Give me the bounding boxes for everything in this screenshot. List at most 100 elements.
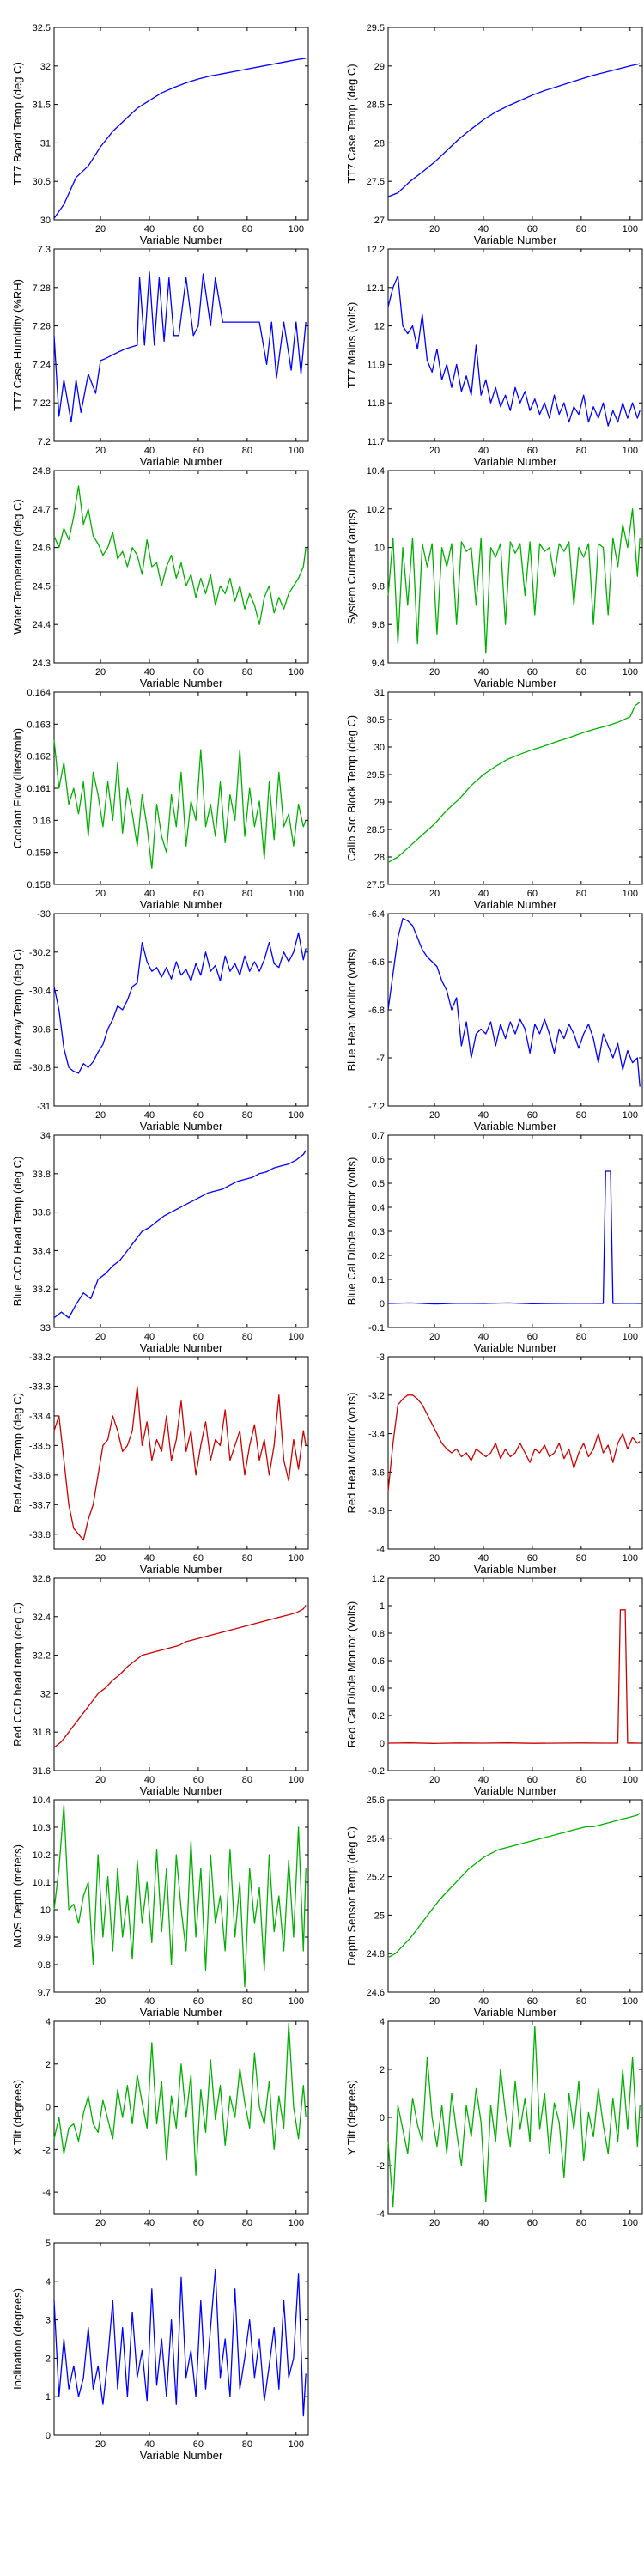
x-tick-label: 60: [193, 1110, 204, 1121]
y-tick-label: 28: [374, 138, 385, 149]
y-tick-label: -6.8: [368, 1005, 385, 1016]
y-tick-label: -30.2: [29, 948, 51, 958]
y-tick-label: -4: [42, 2188, 51, 2198]
chart-panel: 20 40 60 80 100 31.6 31.8 32 32.2 32.4 32.6 Variabl…: [11, 1574, 309, 1797]
chart-panel: 20 40 60 80 100 7.2 7.22 7.24 7.26 7.28 7.3 Variabl…: [11, 245, 309, 468]
series-line: [387, 1170, 641, 1305]
x-tick-label: 100: [289, 1775, 304, 1785]
x-tick-label: 60: [527, 667, 538, 677]
y-tick-label: -33.5: [29, 1441, 51, 1451]
y-axis-label: MOS Depth (meters): [11, 1844, 24, 1947]
x-tick-label: 60: [527, 224, 538, 234]
y-axis-label: Depth Sensor Temp (deg C): [345, 1826, 358, 1965]
x-tick-label: 100: [623, 1775, 638, 1785]
plot-frame: [387, 27, 643, 221]
series-line: [53, 58, 307, 219]
x-tick-label: 60: [193, 1553, 204, 1564]
x-tick-label: 20: [95, 446, 106, 456]
x-tick-label: 60: [193, 224, 204, 234]
x-tick-label: 100: [289, 1110, 304, 1121]
x-tick-label: 60: [527, 1332, 538, 1342]
series-line: [387, 1813, 641, 1959]
y-tick-label: 9.6: [372, 620, 385, 630]
y-tick-label: 32.6: [33, 1574, 51, 1584]
chart-panel: 20 40 60 80 100 -4 -3.8 -3.6 -3.4 -3.2 -3 Variable …: [345, 1352, 643, 1576]
y-tick-label: -30.4: [29, 987, 51, 997]
x-tick-label: 60: [527, 2218, 538, 2228]
y-axis-label: X Tilt (degrees): [11, 2080, 24, 2155]
y-tick-label: -3.8: [368, 1506, 385, 1516]
y-tick-label: 11.8: [367, 398, 385, 409]
x-axis-label: Variable Number: [140, 2449, 223, 2462]
y-tick-label: 10.3: [33, 1823, 51, 1833]
y-tick-label: 28.5: [367, 100, 385, 111]
x-tick-label: 40: [144, 889, 155, 899]
x-axis-label: Variable Number: [140, 1784, 223, 1797]
x-tick-label: 80: [576, 2218, 586, 2228]
x-tick-label: 40: [144, 1110, 155, 1121]
y-tick-label: 31.5: [33, 100, 51, 111]
y-tick-label: 10.4: [367, 466, 385, 477]
y-tick-label: -4: [376, 2209, 385, 2220]
y-tick-label: 30: [374, 743, 385, 753]
y-tick-label: 2: [46, 2354, 51, 2364]
x-axis-label: Variable Number: [140, 1563, 223, 1576]
x-tick-label: 20: [429, 2218, 440, 2228]
y-tick-label: -3: [376, 1352, 385, 1363]
plot-frame: [387, 248, 643, 442]
x-tick-label: 40: [478, 1996, 489, 2007]
y-tick-label: 2: [46, 2060, 51, 2070]
x-tick-label: 80: [242, 2218, 252, 2228]
y-tick-label: 4: [46, 2277, 51, 2287]
x-tick-label: 80: [576, 1332, 586, 1342]
x-tick-label: 80: [576, 889, 586, 899]
series-line: [53, 932, 307, 1074]
y-tick-label: 10: [40, 1905, 51, 1916]
y-tick-label: -30: [37, 909, 51, 920]
x-axis-label: Variable Number: [474, 898, 557, 911]
y-tick-label: 4: [46, 2017, 51, 2027]
y-tick-label: 30: [40, 216, 51, 226]
y-tick-label: 10.4: [33, 1795, 51, 1806]
x-tick-label: 80: [576, 667, 586, 677]
plot-frame: [53, 1134, 309, 1328]
x-tick-label: 40: [144, 1332, 155, 1342]
x-tick-label: 20: [95, 1110, 106, 1121]
y-tick-label: 0: [46, 2431, 51, 2441]
x-tick-label: 40: [478, 667, 489, 677]
plot-frame: [387, 1577, 643, 1771]
y-tick-label: 31.8: [33, 1728, 51, 1738]
x-tick-label: 100: [289, 2218, 304, 2228]
x-tick-label: 60: [527, 1775, 538, 1785]
x-tick-label: 80: [242, 1110, 252, 1121]
y-tick-label: 0.3: [372, 1227, 385, 1237]
x-tick-label: 20: [95, 2218, 106, 2228]
y-tick-label: -33.4: [29, 1412, 51, 1422]
y-tick-label: 31: [374, 688, 385, 698]
x-tick-label: 20: [95, 2439, 106, 2450]
x-tick-label: 40: [144, 446, 155, 456]
y-tick-label: 0.8: [372, 1629, 385, 1639]
y-tick-label: 0: [380, 1299, 385, 1309]
y-axis-label: Coolant Flow (liters/min): [11, 728, 24, 848]
x-tick-label: 40: [478, 1775, 489, 1785]
y-tick-label: 9.8: [372, 581, 385, 592]
x-axis-label: Variable Number: [140, 234, 223, 246]
y-tick-label: 30.5: [367, 715, 385, 726]
x-tick-label: 80: [242, 667, 252, 677]
chart-panel: 20 40 60 80 100 0 1 2 3 4 5 Variable Number Inclinat…: [11, 2239, 309, 2462]
y-tick-label: 33.8: [33, 1170, 51, 1180]
x-tick-label: 40: [144, 2218, 155, 2228]
x-tick-label: 100: [289, 2439, 304, 2450]
x-tick-label: 100: [623, 1110, 638, 1121]
y-tick-label: -7: [376, 1054, 385, 1064]
x-tick-label: 80: [242, 1775, 252, 1785]
y-tick-label: 0.2: [372, 1251, 385, 1261]
series-line: [53, 2269, 307, 2417]
plot-frame: [53, 2020, 309, 2215]
x-tick-label: 20: [429, 1996, 440, 2007]
chart-panel: 20 40 60 80 100 -31 -30.8 -30.6 -30.4 -30.2 -30 Var…: [11, 909, 309, 1133]
y-tick-label: -6.6: [368, 957, 385, 968]
x-tick-label: 60: [193, 2218, 204, 2228]
